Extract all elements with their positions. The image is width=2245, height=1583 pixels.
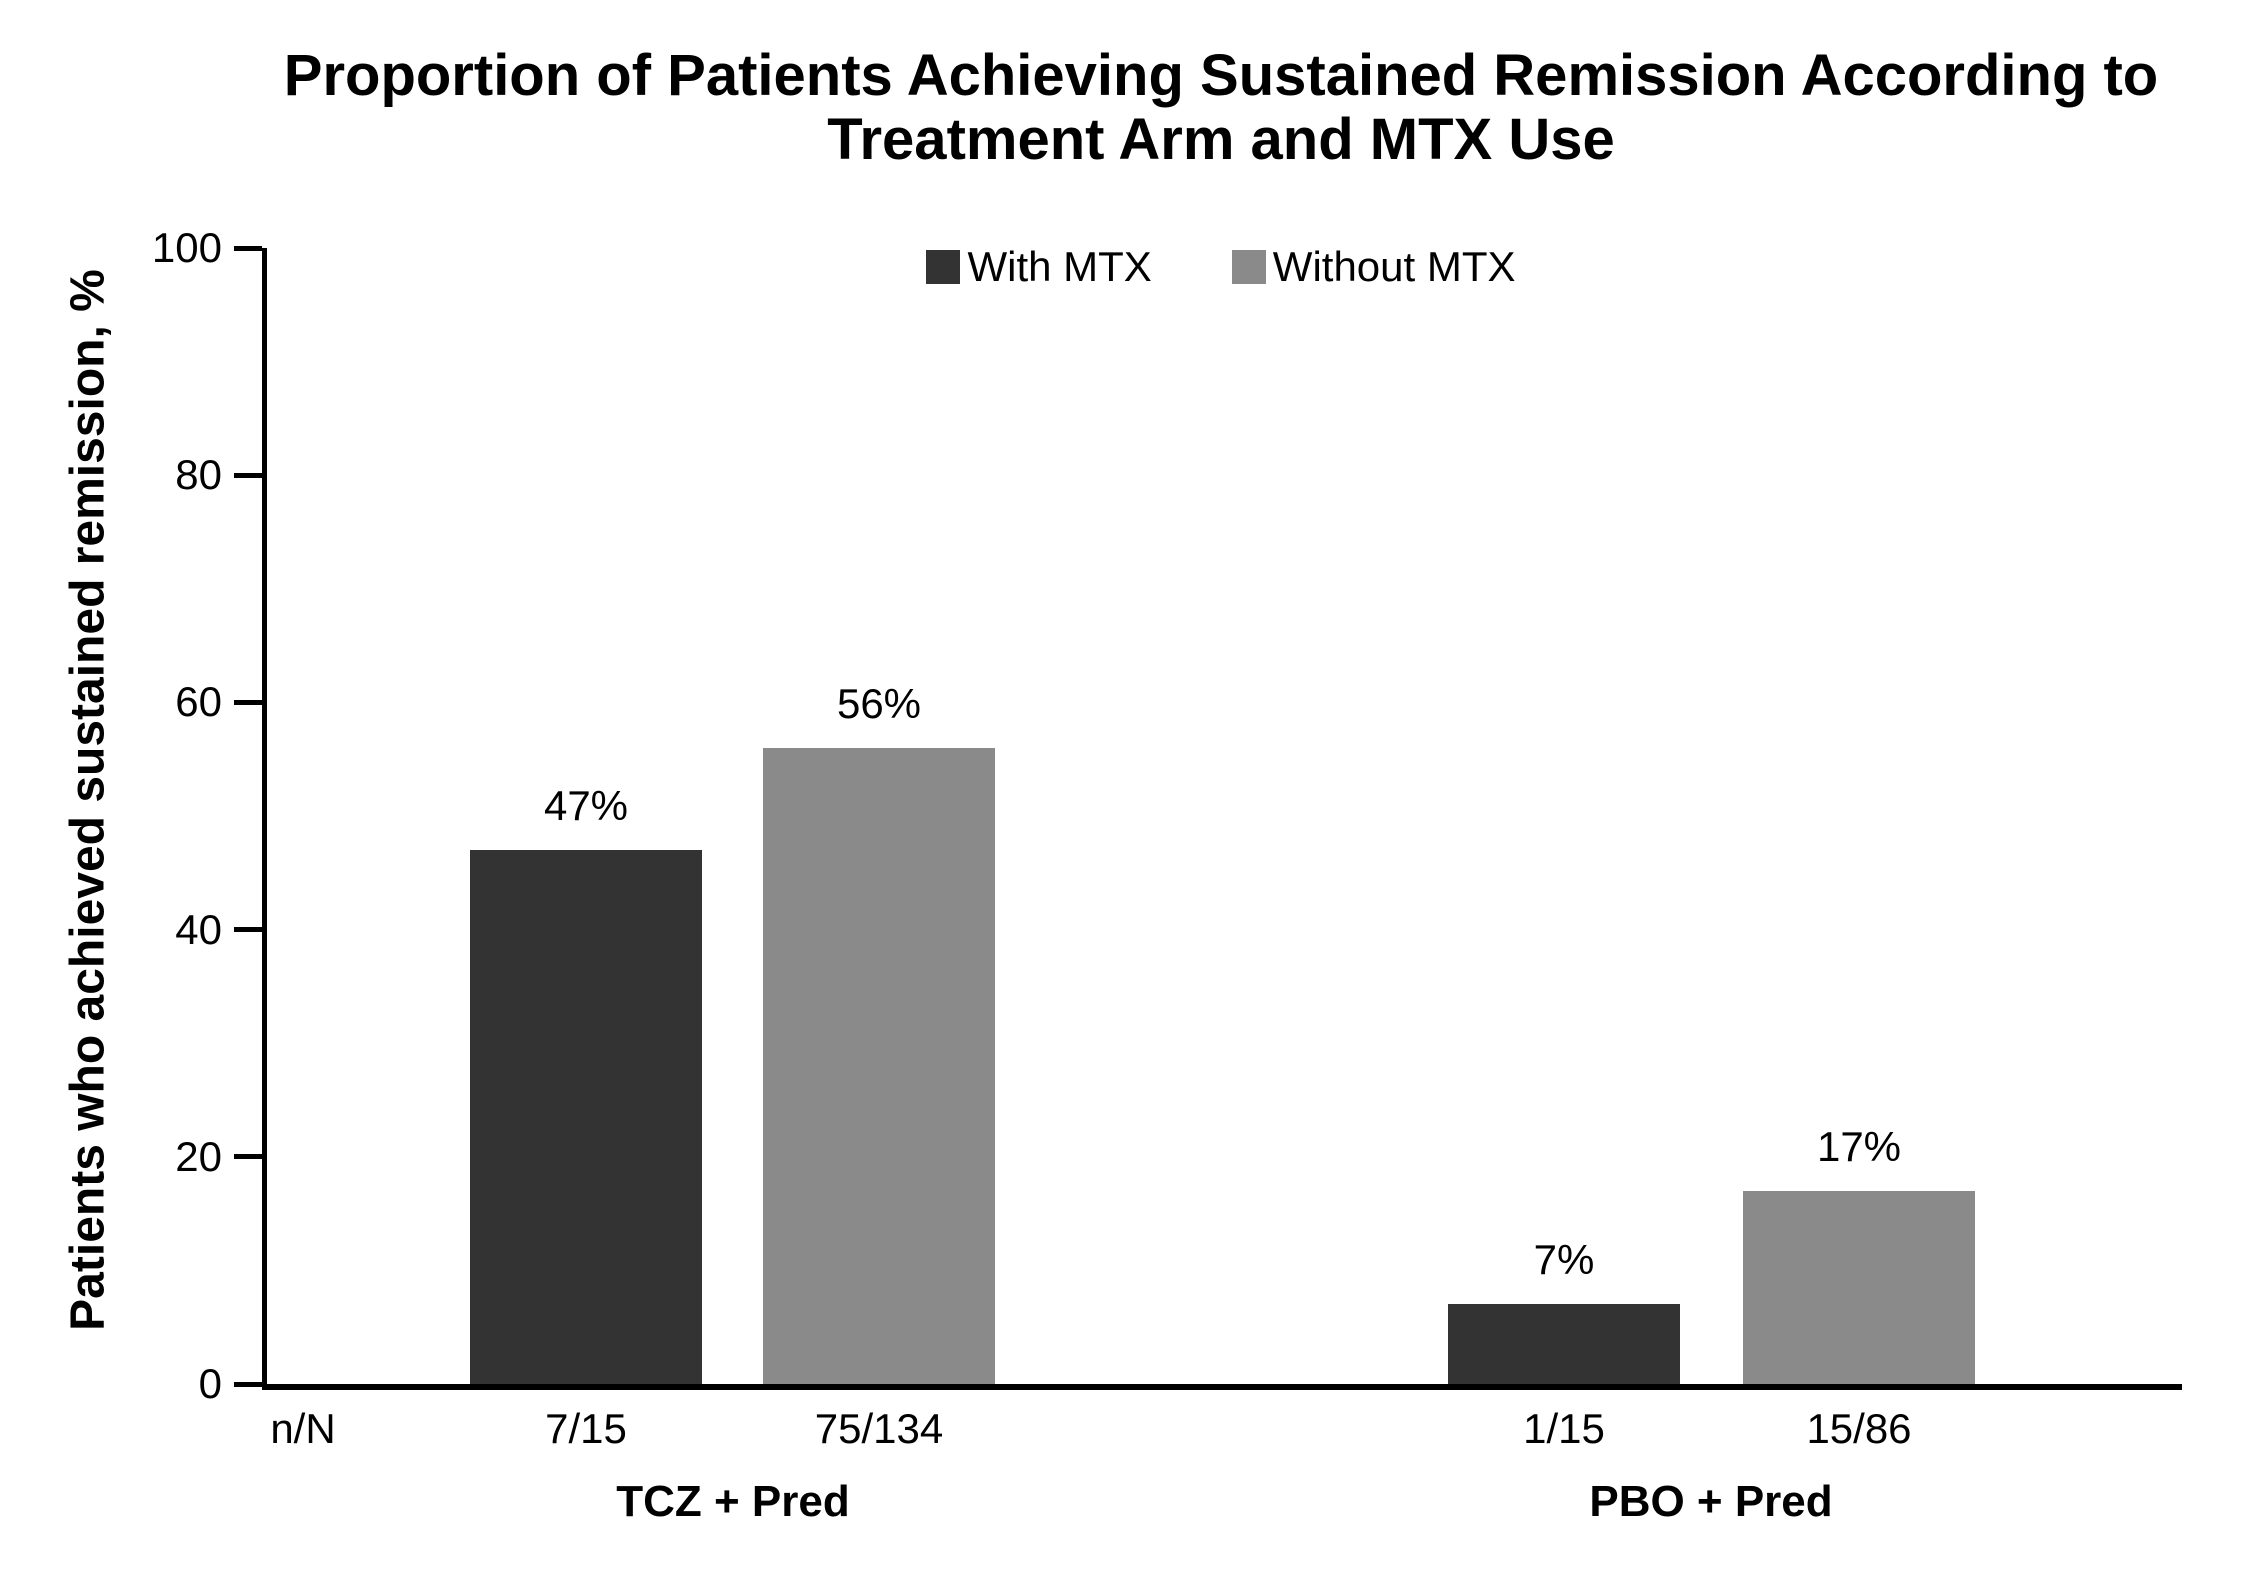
y-tick-label-40: 40 [175, 905, 222, 953]
legend-item-with-mtx: With MTX [926, 243, 1152, 291]
value-label-with-mtx-pbo-pred: 7% [1533, 1236, 1595, 1284]
y-tick-80 [234, 472, 262, 478]
bar-with-mtx-tcz-pred [470, 850, 702, 1384]
y-tick-60 [234, 699, 262, 705]
legend-swatch-with-mtx-icon [926, 250, 961, 284]
legend-swatch-without-mtx-icon [1231, 250, 1266, 284]
y-axis-line [262, 248, 267, 1390]
n-of-total-row-header: n/N [270, 1405, 336, 1452]
bar-with-mtx-pbo-pred [1448, 1304, 1680, 1384]
value-label-without-mtx-tcz-pred: 56% [836, 679, 922, 727]
y-tick-20 [234, 1154, 262, 1160]
chart-title: Proportion of Patients Achieving Sustain… [221, 44, 2221, 172]
value-label-with-mtx-tcz-pred: 47% [543, 782, 629, 830]
fraction-label-without-mtx-pbo-pred: 15/86 [1806, 1405, 1912, 1452]
x-axis-line [262, 1384, 2182, 1390]
fraction-label-without-mtx-tcz-pred: 75/134 [814, 1405, 944, 1452]
legend-item-without-mtx: Without MTX [1231, 243, 1516, 291]
y-tick-label-0: 0 [198, 1360, 222, 1407]
legend-label-with-mtx: With MTX [967, 243, 1152, 290]
legend: With MTX Without MTX [221, 243, 2221, 291]
bar-without-mtx-tcz-pred [763, 747, 995, 1384]
x-category-pbo-pred: PBO + Pred [1589, 1477, 1833, 1526]
legend-label-without-mtx: Without MTX [1272, 243, 1516, 290]
y-tick-label-100: 100 [151, 224, 222, 271]
chart-title-line-2: Treatment Arm and MTX Use [827, 107, 1615, 172]
y-tick-label-60: 60 [175, 678, 222, 726]
y-tick-label-20: 20 [175, 1132, 222, 1180]
fraction-label-with-mtx-tcz-pred: 7/15 [545, 1405, 627, 1452]
chart-title-line-1: Proportion of Patients Achieving Sustain… [283, 43, 2159, 108]
value-label-without-mtx-pbo-pred: 17% [1816, 1122, 1902, 1170]
x-category-tcz-pred: TCZ + Pred [616, 1477, 850, 1526]
y-tick-40 [234, 927, 262, 933]
y-tick-0 [234, 1381, 262, 1387]
y-tick-100 [234, 245, 262, 251]
fraction-label-with-mtx-pbo-pred: 1/15 [1523, 1405, 1605, 1452]
y-tick-label-80: 80 [175, 451, 222, 499]
bar-without-mtx-pbo-pred [1743, 1190, 1975, 1384]
